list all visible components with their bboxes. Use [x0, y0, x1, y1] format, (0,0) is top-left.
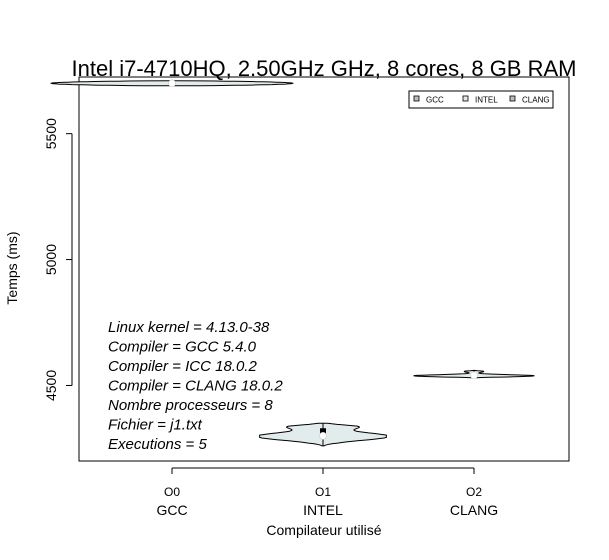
violin-median-point: [319, 432, 327, 440]
legend-label: CLANG: [522, 96, 550, 105]
violin-median-point: [470, 371, 478, 380]
x-tick-opt: O2: [466, 485, 482, 499]
annotation-line: Compiler = CLANG 18.0.2: [108, 378, 283, 395]
x-tick-opt: O0: [164, 485, 180, 499]
legend-box: [408, 90, 554, 109]
annotations: Linux kernel = 4.13.0-38 Compiler = GCC 5…: [108, 319, 283, 453]
legend: GCC INTEL CLANG: [408, 90, 554, 109]
x-tick-name: GCC: [156, 502, 187, 518]
x-tick-name: CLANG: [450, 502, 498, 518]
legend-swatch: [462, 95, 469, 102]
legend-label: GCC: [426, 96, 444, 105]
y-tick-label: 4500: [43, 370, 59, 401]
legend-swatch: [509, 95, 516, 102]
plot-frame: [78, 76, 570, 462]
annotation-line: Compiler = ICC 18.0.2: [108, 358, 257, 375]
violins: [50, 79, 535, 447]
x-tick-name: INTEL: [303, 502, 343, 518]
y-axis: 4500 5000 5500: [43, 118, 73, 401]
annotation-line: Linux kernel = 4.13.0-38: [108, 319, 270, 336]
legend-label: INTEL: [475, 96, 498, 105]
annotation-line: Compiler = GCC 5.4.0: [108, 339, 257, 356]
y-tick-label: 5500: [43, 118, 59, 149]
x-axis: O0 GCC O1 INTEL O2 CLANG: [156, 467, 498, 518]
annotation-line: Nombre processeurs = 8: [108, 397, 273, 414]
x-axis-label: Compilateur utilisé: [266, 522, 381, 538]
y-axis-label: Temps (ms): [4, 231, 20, 304]
x-tick-opt: O1: [315, 485, 331, 499]
annotation-line: Executions = 5: [108, 436, 207, 453]
annotation-line: Fichier = j1.txt: [108, 417, 203, 434]
legend-swatch: [413, 95, 420, 102]
violin-median-point: [168, 79, 176, 88]
y-tick-label: 5000: [43, 244, 59, 275]
